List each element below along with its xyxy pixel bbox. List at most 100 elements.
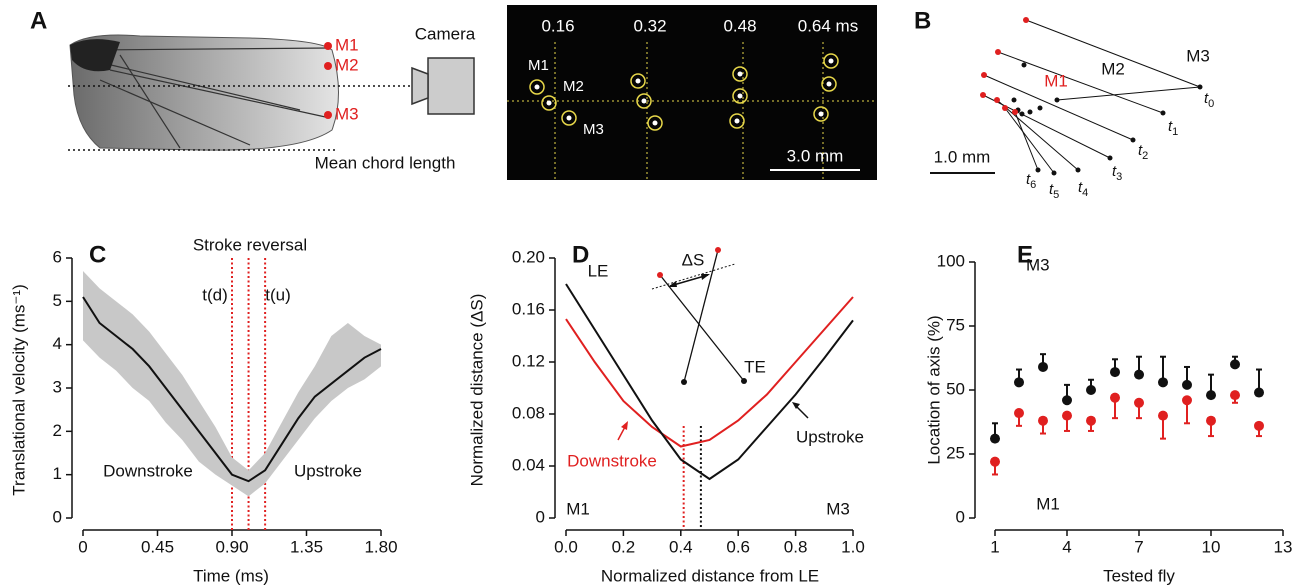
point bbox=[990, 433, 1000, 444]
time-sub: 3 bbox=[1116, 171, 1122, 183]
point bbox=[1086, 415, 1096, 426]
error-band bbox=[83, 271, 381, 497]
inset-dot bbox=[681, 379, 687, 385]
tracked-dot bbox=[641, 98, 647, 104]
marker-label: M1 bbox=[335, 35, 359, 54]
point bbox=[1062, 395, 1072, 406]
photo-marker-label: M1 bbox=[528, 57, 549, 74]
tracked-dot bbox=[828, 58, 834, 64]
y-tick-label: 0 bbox=[956, 507, 965, 526]
annotation: M3 bbox=[1026, 255, 1050, 274]
camera-lens bbox=[411, 66, 429, 106]
annotation: LE bbox=[588, 261, 609, 280]
tracked-point bbox=[541, 95, 557, 111]
time-sub: 5 bbox=[1053, 189, 1059, 201]
time-label: t3 bbox=[1112, 163, 1122, 183]
y-tick-label: 0.08 bbox=[512, 403, 545, 422]
x-tick-label: 1 bbox=[990, 537, 999, 556]
trace-dot bbox=[1051, 170, 1057, 176]
wing-vein bbox=[99, 79, 251, 146]
y-tick-label: 0.20 bbox=[512, 247, 545, 266]
tracked-dot bbox=[635, 78, 641, 84]
x-tick-label: 1.0 bbox=[841, 537, 865, 556]
point bbox=[1110, 392, 1120, 403]
trace-dot bbox=[1130, 137, 1136, 143]
x-tick-label: 0.2 bbox=[612, 537, 636, 556]
tracked-point bbox=[821, 76, 837, 92]
annotation: Stroke reversal bbox=[193, 235, 307, 254]
x-tick-label: 0.45 bbox=[141, 537, 174, 556]
x-tick-label: 1.80 bbox=[364, 537, 397, 556]
point bbox=[1206, 415, 1216, 426]
tracked-dot bbox=[818, 111, 824, 117]
trace-dot-red bbox=[981, 72, 987, 78]
photo-marker-label: M2 bbox=[563, 78, 584, 95]
annotation: Downstroke bbox=[567, 451, 657, 470]
tracked-dot bbox=[737, 93, 743, 99]
x-axis-label: Tested fly bbox=[1103, 566, 1175, 585]
y-tick-label: 0.16 bbox=[512, 299, 545, 318]
y-tick-label: 0.04 bbox=[512, 455, 545, 474]
x-axis-label: Normalized distance from LE bbox=[601, 566, 819, 585]
annotation: Upstroke bbox=[796, 427, 864, 446]
trace-line bbox=[996, 99, 1079, 171]
y-axis-label: Normalized distance (ΔS) bbox=[467, 294, 486, 487]
tracked-point bbox=[636, 93, 652, 109]
point bbox=[1158, 377, 1168, 388]
annotation: M3 bbox=[826, 499, 850, 518]
x-tick-label: 10 bbox=[1202, 537, 1221, 556]
y-tick-label: 3 bbox=[53, 377, 62, 396]
trace-line bbox=[1056, 86, 1201, 101]
annotation: t(u) bbox=[265, 285, 291, 304]
arrow-head bbox=[792, 402, 800, 409]
panel-label: C bbox=[89, 241, 106, 268]
tracked-point bbox=[529, 79, 545, 95]
y-tick-label: 0.12 bbox=[512, 351, 545, 370]
point bbox=[1254, 420, 1264, 431]
tracked-point bbox=[823, 53, 839, 69]
line bbox=[565, 283, 854, 481]
inset-dot bbox=[657, 272, 663, 278]
x-tick-label: 0.0 bbox=[554, 537, 578, 556]
tracked-dot bbox=[546, 100, 552, 106]
x-tick-label: 13 bbox=[1274, 537, 1293, 556]
photo bbox=[507, 5, 877, 180]
panel-label: D bbox=[572, 241, 589, 268]
time-base: t bbox=[1138, 142, 1143, 159]
trace-dot bbox=[1035, 167, 1041, 173]
tracked-point bbox=[729, 113, 745, 129]
marker-label: M1 bbox=[1044, 71, 1068, 90]
tracked-dot bbox=[534, 84, 540, 90]
y-tick-label: 50 bbox=[946, 379, 965, 398]
trace-dot bbox=[1107, 155, 1113, 161]
y-tick-label: 6 bbox=[53, 247, 62, 266]
annotation: TE bbox=[744, 357, 766, 376]
point bbox=[1014, 408, 1024, 419]
time-label: 0.16 bbox=[541, 16, 574, 35]
wing-vein bbox=[109, 69, 331, 119]
scale-label: 3.0 mm bbox=[787, 146, 844, 165]
time-sub: 1 bbox=[1172, 126, 1178, 138]
point bbox=[1134, 369, 1144, 380]
point bbox=[1254, 387, 1264, 398]
point bbox=[1158, 410, 1168, 421]
time-label: t6 bbox=[1026, 171, 1036, 191]
tracked-dot bbox=[737, 71, 743, 77]
annotation: t(d) bbox=[202, 285, 228, 304]
annotation: M1 bbox=[566, 499, 590, 518]
time-sub: 4 bbox=[1082, 187, 1088, 199]
y-tick-label: 2 bbox=[53, 421, 62, 440]
x-tick-label: 0.4 bbox=[669, 537, 693, 556]
wing bbox=[69, 34, 339, 151]
trace-dot-red bbox=[980, 92, 986, 98]
trace-dot-red bbox=[1023, 17, 1029, 23]
annotation: Upstroke bbox=[294, 461, 362, 480]
trace-line bbox=[983, 74, 1134, 141]
annotation: M1 bbox=[1036, 494, 1060, 513]
tracked-point bbox=[561, 110, 577, 126]
inset-dotted bbox=[651, 263, 736, 290]
x-axis-label: Time (ms) bbox=[193, 566, 269, 585]
tracked-dot bbox=[826, 81, 832, 87]
inset-line bbox=[659, 274, 745, 382]
